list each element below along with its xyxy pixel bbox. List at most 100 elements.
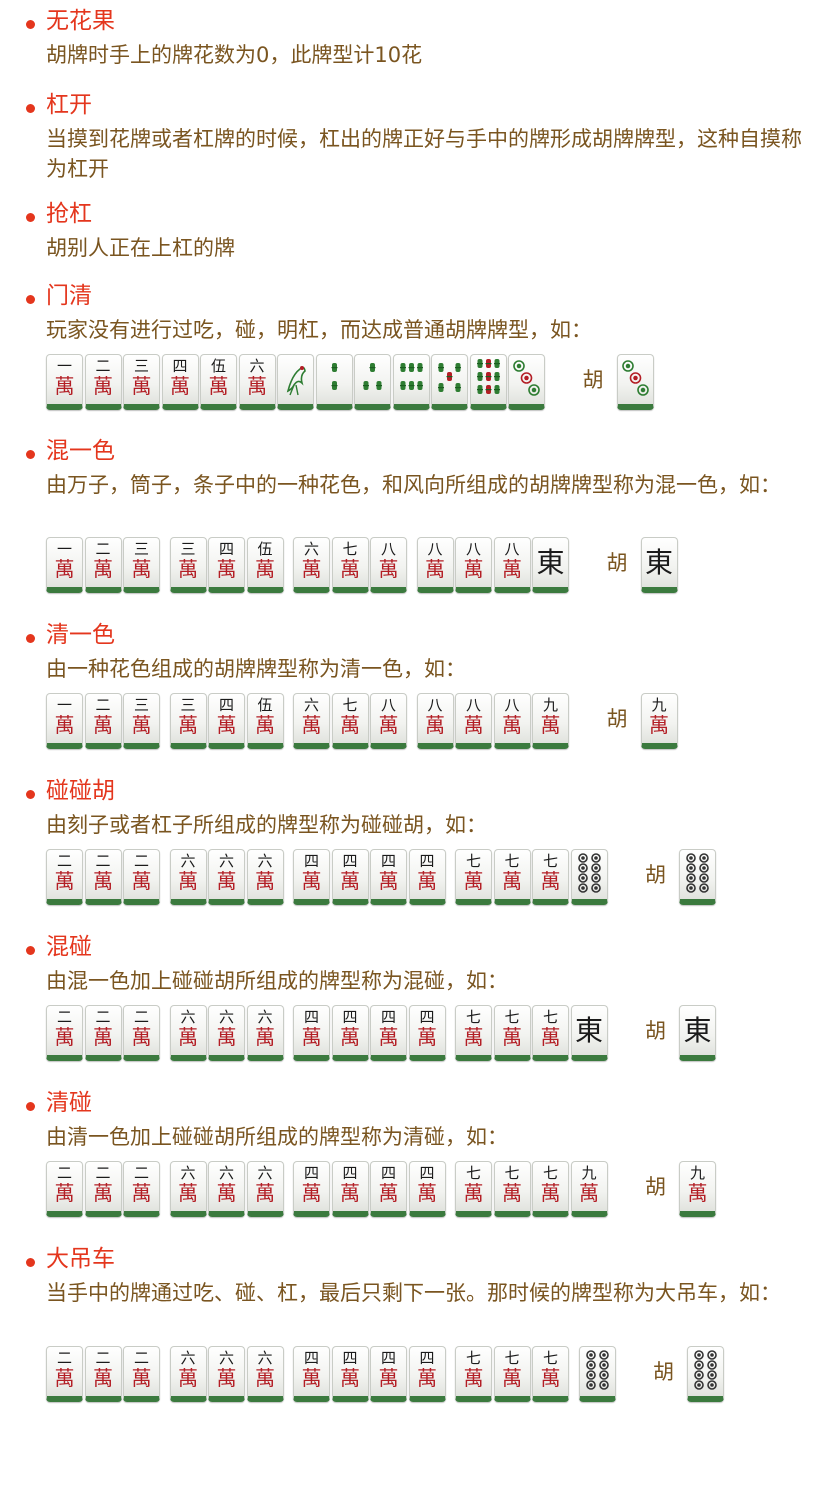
tile-wan-character: 萬 xyxy=(93,1025,113,1049)
rule-description: 当摸到花牌或者杠牌的时候，杠出的牌正好与手中的牌形成胡牌牌型，这种自摸称为杠开 xyxy=(46,127,802,181)
tile-numeral: 三 xyxy=(133,357,149,375)
rule-section: 大吊车 当手中的牌通过吃、碰、杠，最后只剩下一张。那时候的牌型称为大吊车，如： 二萬… xyxy=(0,1244,836,1500)
hu-label: 胡 xyxy=(606,707,628,731)
tile-numeral: 二 xyxy=(95,540,111,558)
tile-wan-character: 萬 xyxy=(216,1025,237,1049)
tile-row: 二萬二萬二萬六萬六萬六萬四萬四萬四萬四萬七萬七萬七萬胡 xyxy=(46,849,826,905)
tile-numeral: 七 xyxy=(342,696,358,714)
tile-wan-character: 萬 xyxy=(301,1366,322,1390)
tile-wan-character: 萬 xyxy=(255,869,275,893)
tile-numeral: 六 xyxy=(257,1008,273,1026)
tile-wan-character: 萬 xyxy=(463,869,484,893)
hu-label: 胡 xyxy=(653,1360,674,1384)
hand-tile: 六萬 xyxy=(293,537,330,593)
hand-tile: 八萬 xyxy=(493,537,531,593)
tile-wan-character: 萬 xyxy=(417,1181,437,1205)
hand-tile: 六萬 xyxy=(293,693,330,749)
hand-tile: 四萬 xyxy=(331,1346,369,1402)
tile-wan-character: 萬 xyxy=(301,1025,322,1049)
tile-wan-character: 萬 xyxy=(131,374,152,398)
hand-tile: 四萬 xyxy=(293,1346,330,1402)
winning-tile: 九萬 xyxy=(679,1161,716,1217)
rule-title: 混一色 xyxy=(46,438,115,464)
tile-numeral: 二 xyxy=(95,1008,111,1026)
tile-wan-character: 萬 xyxy=(340,713,360,737)
tile-numeral: 四 xyxy=(303,1164,319,1182)
rule-description: 由刻子或者杠子所组成的牌型称为碰碰胡，如： xyxy=(46,813,487,837)
tile-numeral: 九 xyxy=(542,696,558,714)
tile-numeral: 六 xyxy=(218,1349,234,1367)
tile-numeral: 六 xyxy=(218,1008,234,1026)
tile-numeral: 四 xyxy=(342,1008,358,1026)
tile-wan-character: 萬 xyxy=(378,557,399,581)
hand-tile: 二萬 xyxy=(123,1161,160,1217)
tile-numeral: 一 xyxy=(56,696,72,714)
hand-tile: 伍萬 xyxy=(246,693,284,749)
tile-wan-character: 萬 xyxy=(131,869,152,893)
tile-wan-character: 萬 xyxy=(255,557,275,581)
hand-tile: 二萬 xyxy=(123,849,160,905)
tile-east-character: 東 xyxy=(683,1014,712,1047)
bullet-icon xyxy=(26,1102,35,1111)
bullet-icon xyxy=(26,295,35,304)
tile-wan-character: 萬 xyxy=(301,869,322,893)
hand-tile: 四萬 xyxy=(208,537,245,593)
tile-wan-character: 萬 xyxy=(247,374,267,398)
tile-wan-character: 萬 xyxy=(54,869,75,893)
tile-numeral: 伍 xyxy=(257,696,273,714)
tile-wan-character: 萬 xyxy=(502,1025,522,1049)
tile-numeral: 一 xyxy=(56,540,72,558)
hand-tile: 四萬 xyxy=(370,1346,407,1402)
tile-numeral: 七 xyxy=(465,1349,481,1367)
tile-wan-character: 萬 xyxy=(131,1181,152,1205)
hand-tile: 八萬 xyxy=(370,537,407,593)
tile-numeral: 六 xyxy=(218,1164,234,1182)
tile-wan-character: 萬 xyxy=(540,869,561,893)
tile-wan-character: 萬 xyxy=(255,1181,275,1205)
hand-tile: 九萬 xyxy=(570,1161,608,1217)
hand-tile: 三萬 xyxy=(169,537,207,593)
tile-wan-character: 萬 xyxy=(502,557,522,581)
rule-title: 清一色 xyxy=(46,622,115,648)
tile-wan-character: 萬 xyxy=(340,1366,360,1390)
winning-tile: 東 xyxy=(679,1005,716,1061)
hand-tile: 六萬 xyxy=(169,1005,207,1061)
tile-numeral: 四 xyxy=(218,540,234,558)
tile-wan-character: 萬 xyxy=(178,1181,198,1205)
tile-numeral: 四 xyxy=(342,852,358,870)
tile-wan-character: 萬 xyxy=(93,1181,113,1205)
tile-numeral: 六 xyxy=(303,696,319,714)
hand-tile: 一萬 xyxy=(46,693,83,749)
tile-wan-character: 萬 xyxy=(579,1181,599,1205)
tile-wan-character: 萬 xyxy=(216,1366,237,1390)
hand-tile: 二萬 xyxy=(84,1346,122,1402)
tile-numeral: 二 xyxy=(95,852,111,870)
hand-tile: 二萬 xyxy=(84,1161,122,1217)
rule-title: 杠开 xyxy=(46,92,92,118)
hand-tile: 六萬 xyxy=(238,354,276,410)
tile-numeral: 二 xyxy=(56,1349,72,1367)
tile-numeral: 二 xyxy=(133,1164,149,1182)
tile-wan-character: 萬 xyxy=(502,713,522,737)
hand-tile: 四萬 xyxy=(370,849,407,905)
hand-tile: 七萬 xyxy=(331,693,369,749)
tile-wan-character: 萬 xyxy=(178,1366,198,1390)
tile-wan-character: 萬 xyxy=(93,1366,113,1390)
tile-east-character: 東 xyxy=(644,546,673,579)
hand-tile: 二萬 xyxy=(46,1161,83,1217)
hand-tile: 八萬 xyxy=(455,537,492,593)
tile-numeral: 七 xyxy=(504,852,520,870)
tile-numeral: 二 xyxy=(95,357,111,375)
hand-tile: 七萬 xyxy=(455,849,492,905)
tile-wan-character: 萬 xyxy=(54,1025,75,1049)
tile-wan-character: 萬 xyxy=(178,557,198,581)
hand-tile xyxy=(431,354,468,410)
tile-numeral: 伍 xyxy=(210,357,226,375)
tile-wan-character: 萬 xyxy=(340,557,360,581)
bullet-icon xyxy=(26,450,35,459)
tile-wan-character: 萬 xyxy=(208,374,229,398)
hand-tile: 四萬 xyxy=(293,1005,330,1061)
tile-wan-character: 萬 xyxy=(178,1025,198,1049)
tile-numeral: 六 xyxy=(180,1349,196,1367)
tile-wan-character: 萬 xyxy=(54,1366,75,1390)
